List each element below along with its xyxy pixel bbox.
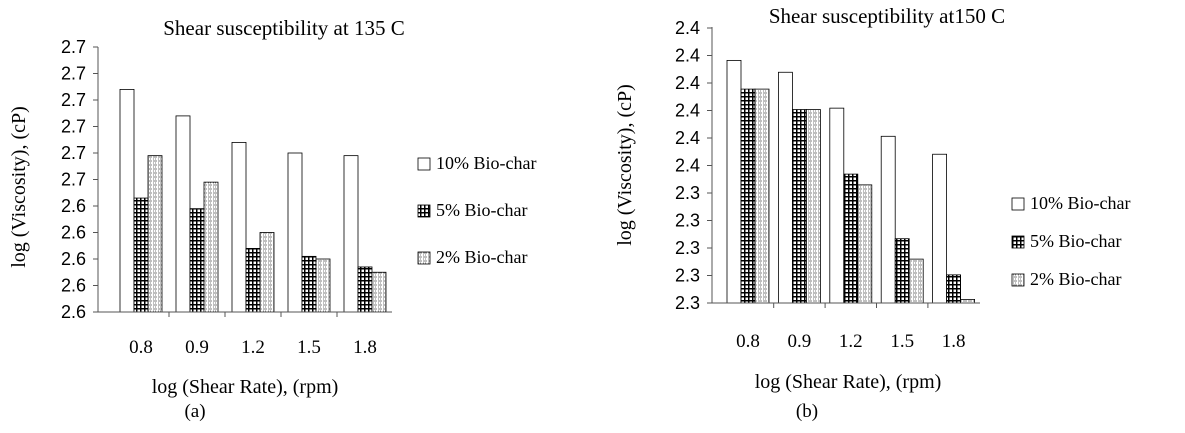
bar-white-4 xyxy=(932,153,947,304)
bar-diagonal-3 xyxy=(908,258,924,304)
x-tick-label: 1.2 xyxy=(839,331,863,352)
bar-white-3 xyxy=(287,152,303,313)
chart-a-y-ticks: 2.6 2.6 2.6 2.6 2.6 2.7 2.7 2.7 2.7 2.7 2.7 xyxy=(61,37,98,322)
legend-swatch-grid xyxy=(1011,235,1025,249)
chart-a-x-ticks: 0.8 0.9 1.2 1.5 1.8 xyxy=(129,312,377,358)
bar-grid-2 xyxy=(245,247,261,313)
y-tick-label: 2.6 xyxy=(61,223,86,243)
chart-a-legend: 10% Bio-char 5% Bio-char 2% Bio-char xyxy=(417,153,536,267)
bar-white-4 xyxy=(343,155,359,313)
legend-swatch-grid xyxy=(417,204,431,218)
y-tick-label: 2.7 xyxy=(61,64,86,84)
y-tick-label: 2.7 xyxy=(61,37,86,57)
bar-diagonal-2 xyxy=(857,184,873,304)
x-tick-label: 1.2 xyxy=(241,337,265,358)
chart-b-legend: 10% Bio-char 5% Bio-char 2% Bio-char xyxy=(1011,193,1130,289)
y-tick-label: 2.3 xyxy=(675,293,700,313)
legend-label: 5% Bio-char xyxy=(436,200,527,220)
y-tick-label: 2.4 xyxy=(675,156,700,176)
x-tick-label: 0.8 xyxy=(736,331,760,352)
bar-grid-4 xyxy=(357,266,373,313)
bar-diagonal-1 xyxy=(806,109,821,304)
x-tick-label: 1.8 xyxy=(353,337,377,358)
bar-grid-3 xyxy=(301,255,317,313)
y-tick-label: 2.4 xyxy=(675,18,700,38)
chart-a-bars xyxy=(119,89,387,313)
bar-white-2 xyxy=(829,107,845,304)
bar-diagonal-0 xyxy=(147,155,163,313)
y-tick-label: 2.4 xyxy=(675,128,700,148)
bar-white-1 xyxy=(778,71,793,304)
y-tick-label: 2.4 xyxy=(675,101,700,121)
y-tick-label: 2.6 xyxy=(61,302,86,322)
legend-swatch-white xyxy=(417,157,431,171)
chart-b-xlabel: log (Shear Rate), (rpm) xyxy=(755,371,942,393)
bar-white-2 xyxy=(231,141,247,313)
legend-label: 10% Bio-char xyxy=(436,153,536,173)
chart-a-title: Shear susceptibility at 135 C xyxy=(163,16,404,40)
bar-white-3 xyxy=(880,135,896,304)
bar-white-1 xyxy=(175,115,191,313)
bar-diagonal-0 xyxy=(754,88,770,304)
x-tick-label: 1.5 xyxy=(297,337,321,358)
bar-grid-1 xyxy=(792,109,807,304)
bar-grid-2 xyxy=(843,173,859,304)
chart-a-xlabel: log (Shear Rate), (rpm) xyxy=(152,376,339,398)
chart-a-ylabel: log (Viscosity), (cP) xyxy=(8,106,30,268)
bar-grid-0 xyxy=(133,197,149,313)
y-tick-label: 2.3 xyxy=(675,211,700,231)
x-tick-label: 0.8 xyxy=(129,337,153,358)
bar-diagonal-4 xyxy=(371,271,387,313)
y-tick-label: 2.7 xyxy=(61,170,86,190)
y-tick-label: 2.6 xyxy=(61,196,86,216)
bar-white-0 xyxy=(726,59,742,304)
chart-b-title: Shear susceptibility at150 C xyxy=(769,4,1005,28)
chart-b-ylabel: log (Viscosity), (cP) xyxy=(614,84,636,246)
bar-grid-3 xyxy=(894,238,910,304)
y-tick-label: 2.3 xyxy=(675,266,700,286)
legend-label: 5% Bio-char xyxy=(1030,231,1121,251)
y-tick-label: 2.7 xyxy=(61,117,86,137)
y-tick-label: 2.6 xyxy=(61,249,86,269)
legend-label: 2% Bio-char xyxy=(1030,269,1121,289)
y-tick-label: 2.7 xyxy=(61,90,86,110)
chart-b-y-ticks: 2.3 2.3 2.3 2.3 2.3 2.4 2.4 2.4 2.4 2.4 2.4 xyxy=(675,18,712,313)
legend-swatch-white xyxy=(1011,197,1025,211)
y-tick-label: 2.3 xyxy=(675,183,700,203)
legend-label: 2% Bio-char xyxy=(436,247,527,267)
chart-b-bars xyxy=(726,59,975,304)
chart-b-x-ticks: 0.8 0.9 1.2 1.5 1.8 xyxy=(736,303,965,352)
chart-b: Shear susceptibility at150 C log (Viscos… xyxy=(614,4,1130,422)
chart-a: Shear susceptibility at 135 C log (Visco… xyxy=(8,16,536,422)
y-tick-label: 2.4 xyxy=(675,46,700,66)
legend-swatch-diagonal xyxy=(1011,273,1025,287)
bar-diagonal-2 xyxy=(259,232,275,313)
x-tick-label: 0.9 xyxy=(788,331,812,352)
bar-grid-0 xyxy=(740,88,756,304)
chart-a-caption: (a) xyxy=(184,401,205,422)
y-tick-label: 2.3 xyxy=(675,238,700,258)
legend-label: 10% Bio-char xyxy=(1030,193,1130,213)
x-tick-label: 1.5 xyxy=(890,331,914,352)
y-tick-label: 2.4 xyxy=(675,73,700,93)
x-tick-label: 1.8 xyxy=(942,331,966,352)
y-tick-label: 2.6 xyxy=(61,276,86,296)
legend-swatch-diagonal xyxy=(417,251,431,265)
bar-diagonal-4 xyxy=(960,299,975,304)
bar-white-0 xyxy=(119,89,135,313)
x-tick-label: 0.9 xyxy=(185,337,209,358)
bar-diagonal-1 xyxy=(203,181,219,313)
bar-grid-4 xyxy=(946,274,961,304)
bar-grid-1 xyxy=(189,208,205,313)
chart-b-caption: (b) xyxy=(796,401,818,422)
y-tick-label: 2.7 xyxy=(61,143,86,163)
bar-diagonal-3 xyxy=(315,258,331,313)
